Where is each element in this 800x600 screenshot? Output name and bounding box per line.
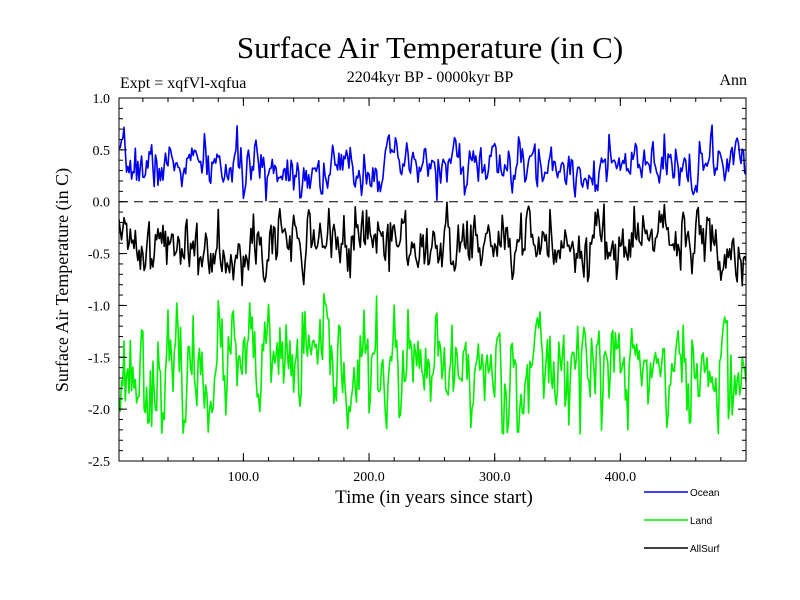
plot-frame — [118, 97, 747, 462]
y-tick-label: 0.0 — [93, 196, 111, 211]
series-line-ocean — [119, 124, 746, 202]
x-tick-label: 100.0 — [228, 470, 260, 485]
legend-label-allsurf: AllSurf — [690, 544, 720, 555]
chart-title: Surface Air Temperature (in C) — [237, 30, 623, 65]
x-axis-label: Time (in years since start) — [335, 487, 533, 508]
y-tick-label: 1.0 — [93, 92, 111, 107]
y-tick-label: 0.5 — [93, 144, 111, 159]
x-tick-label: 200.0 — [353, 470, 385, 485]
season-label: Ann — [719, 72, 747, 89]
y-tick-label: -2.0 — [88, 403, 110, 418]
experiment-label: Expt = xqfVl-xqfua — [120, 75, 246, 92]
y-tick-label: -0.5 — [88, 248, 110, 263]
legend-label-land: Land — [690, 516, 712, 527]
series-line-allsurf — [119, 201, 746, 287]
y-axis-label: Surface Air Temperature (in C) — [52, 168, 73, 392]
x-tick-label: 400.0 — [605, 470, 637, 485]
x-tick-label: 300.0 — [479, 470, 511, 485]
y-tick-label: -1.0 — [88, 299, 110, 314]
y-tick-label: -1.5 — [88, 351, 110, 366]
legend-label-ocean: Ocean — [690, 488, 719, 499]
chart-subtitle: 2204kyr BP - 0000kyr BP — [347, 69, 514, 86]
series-line-land — [119, 292, 746, 435]
y-tick-label: -2.5 — [88, 455, 110, 470]
